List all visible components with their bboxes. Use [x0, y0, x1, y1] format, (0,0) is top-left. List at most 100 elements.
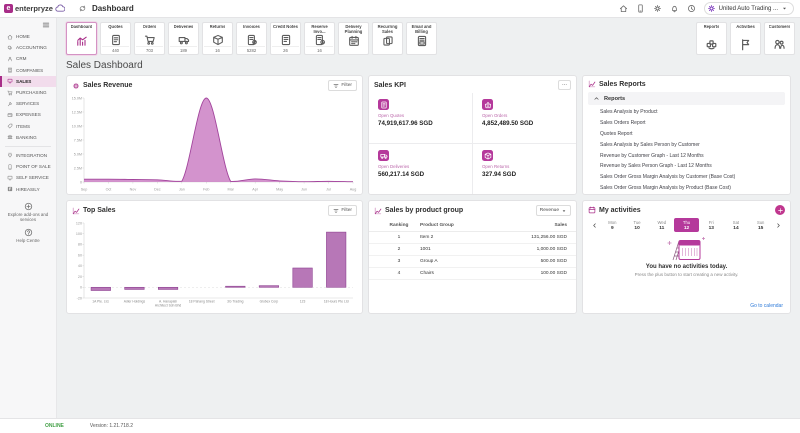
column-header: Ranking	[389, 223, 409, 228]
sidebar-item-home[interactable]: HOME	[0, 31, 56, 42]
day-name: Tue	[633, 219, 641, 225]
day-number: 12	[683, 225, 690, 231]
card-reserve-invo[interactable]: Reserve Invo... 16	[304, 22, 335, 55]
sidebar-item-self-service[interactable]: SELF SERVICE	[0, 172, 56, 183]
report-link-sales-orders-report[interactable]: Sales Orders Report	[600, 120, 646, 127]
sales-kpi-title: Sales KPI	[374, 81, 406, 89]
flag-icon	[739, 35, 752, 54]
report-link-revenue-by-sales-person-graph-last-12-mo[interactable]: Revenue by Sales Person Graph - Last 12 …	[600, 163, 712, 170]
day-mon[interactable]: Mon 9	[600, 218, 625, 232]
bell-icon[interactable]	[670, 4, 679, 13]
card-customers[interactable]: Customers	[764, 22, 795, 55]
revenue-dropdown[interactable]: Revenue	[535, 205, 571, 216]
sidebar-item-crm[interactable]: CRM	[0, 53, 56, 64]
report-link-sales-order-gross-margin-analysis-by-cus[interactable]: Sales Order Gross Margin Analysis by Cus…	[600, 174, 736, 181]
sidebar-item-point-of-sale[interactable]: POINT OF SALE	[0, 161, 56, 172]
card-returns[interactable]: Returns 16	[202, 22, 233, 55]
sidebar-item-companies[interactable]: COMPANIES	[0, 65, 56, 76]
hamburger-icon[interactable]	[0, 18, 56, 31]
clock-icon[interactable]	[687, 4, 696, 13]
gear-icon[interactable]	[653, 4, 662, 13]
day-name: Wed	[657, 219, 667, 225]
chevron-right-icon[interactable]	[773, 222, 784, 229]
calendar-icon	[588, 206, 596, 214]
day-tue[interactable]: Tue 10	[625, 218, 650, 232]
cell-sales: 131,256.00 SGD	[531, 235, 567, 240]
sidebar-item-sales[interactable]: SALES	[0, 75, 56, 87]
kpi-label: Open Orders	[482, 113, 508, 118]
report-link-sales-order-gross-margin-analysis-by-pro[interactable]: Sales Order Gross Margin Analysis by Pro…	[600, 184, 731, 191]
sidebar-item-purchasing[interactable]: PURCHASING	[0, 87, 56, 98]
reports-accordion[interactable]: Reports	[588, 92, 785, 105]
tag-icon	[7, 123, 13, 129]
day-wed[interactable]: Wed 11	[649, 218, 674, 232]
puzzle-icon	[705, 35, 718, 54]
card-reports[interactable]: Reports	[696, 22, 727, 55]
table-row[interactable]: 3 Group A 500.00 SGD	[369, 256, 576, 268]
cell-product-group: Group A	[420, 259, 438, 264]
card-orders[interactable]: Orders 703	[134, 22, 165, 55]
kpi-value: 327.94 SGD	[482, 171, 517, 178]
sidebar-item-accounting[interactable]: ACCOUNTING	[0, 42, 56, 53]
help-centre[interactable]: Help Centre	[0, 228, 56, 243]
column-header: Sales	[554, 223, 567, 228]
mobile-icon[interactable]	[636, 4, 645, 13]
add-activity-button[interactable]	[775, 205, 785, 215]
no-activities-text: You have no activities today.	[645, 264, 728, 270]
company-selector[interactable]: United Auto Trading ...	[703, 2, 794, 15]
go-to-calendar-link[interactable]: Go to calendar	[750, 303, 783, 309]
sidebar-item-integration[interactable]: INTEGRATION	[0, 150, 56, 161]
sidebar-item-services[interactable]: SERVICES	[0, 98, 56, 109]
sales-revenue-header: Sales Revenue Filter	[67, 76, 362, 93]
explore-addons[interactable]: Explore add-ons and services	[0, 202, 56, 222]
sidebar-item-label: COMPANIES	[16, 67, 44, 73]
card-email-and-billing[interactable]: Email and Billing	[406, 22, 437, 55]
card-delivery-planning[interactable]: Delivery Planning	[338, 22, 369, 55]
card-quotes[interactable]: Quotes 440	[100, 22, 131, 55]
topbar-actions: United Auto Trading ...	[619, 2, 800, 15]
sidebar-item-label: SERVICES	[16, 101, 40, 107]
day-sun[interactable]: Sun 15	[748, 218, 773, 232]
sales-reports-panel: Sales Reports Reports Sales Analysis by …	[582, 75, 791, 195]
logo[interactable]: e enterpryze	[0, 4, 68, 14]
product-group-title: Sales by product group	[385, 207, 464, 214]
svg-text:Jun: Jun	[301, 188, 307, 192]
card-credit-notes[interactable]: Credit Notes 26	[270, 22, 301, 55]
card-label: Returns	[209, 25, 226, 29]
sidebar-main-nav: HOME ACCOUNTING CRM COMPANIES SALES PURCHASIN…	[0, 31, 56, 143]
chevron-left-icon[interactable]	[589, 222, 600, 229]
day-sat[interactable]: Sat 14	[724, 218, 749, 232]
report-link-sales-analysis-by-product[interactable]: Sales Analysis by Product	[600, 109, 658, 116]
card-activities[interactable]: Activities	[730, 22, 761, 55]
report-link-sales-analysis-by-sales-person-by-custom[interactable]: Sales Analysis by Sales Person by Custom…	[600, 141, 700, 148]
truck-icon	[378, 150, 389, 161]
table-row[interactable]: 2 1001 1,000.00 SGD	[369, 244, 576, 256]
revenue-filter-button[interactable]: Filter	[328, 80, 357, 91]
sidebar-item-items[interactable]: ITEMS	[0, 121, 56, 132]
card-dashboard[interactable]: Dashboard	[66, 22, 97, 55]
table-row[interactable]: 4 Chairs 100.00 SGD	[369, 268, 576, 280]
report-link-revenue-by-customer-graph-last-12-months[interactable]: Revenue by Customer Graph - Last 12 Mont…	[600, 152, 704, 159]
cell-ranking: 2	[397, 247, 401, 252]
home-icon[interactable]	[619, 4, 628, 13]
no-activities-hint: Press the plus button to start creating …	[634, 271, 739, 277]
day-fri[interactable]: Fri 13	[699, 218, 724, 232]
card-count: 440	[102, 46, 129, 54]
day-thu[interactable]: Thu 12	[674, 218, 699, 232]
card-label: Quotes	[108, 25, 123, 29]
report-link-quotes-report[interactable]: Quotes Report	[600, 130, 633, 137]
top-sales-filter-button[interactable]: Filter	[328, 205, 357, 216]
svg-text:60: 60	[78, 253, 82, 257]
caret-down-icon	[561, 208, 567, 214]
table-row[interactable]: 1 Item 2 131,256.00 SGD	[369, 232, 576, 244]
kpi-menu-button[interactable]: ...	[557, 80, 571, 90]
sidebar-item-banking[interactable]: BANKING	[0, 132, 56, 143]
svg-text:Nov: Nov	[130, 188, 137, 192]
module-cards: Dashboard Quotes 440 Orders 703 Deliveries 189…	[66, 22, 437, 55]
card-deliveries[interactable]: Deliveries 189	[168, 22, 199, 55]
card-invoices[interactable]: Invoices 5282	[236, 22, 267, 55]
card-recurring-sales[interactable]: Recurring Sales	[372, 22, 403, 55]
sidebar-item-hireasily[interactable]: HIREASILY	[0, 183, 56, 194]
sidebar-item-expenses[interactable]: EXPENSES	[0, 109, 56, 120]
